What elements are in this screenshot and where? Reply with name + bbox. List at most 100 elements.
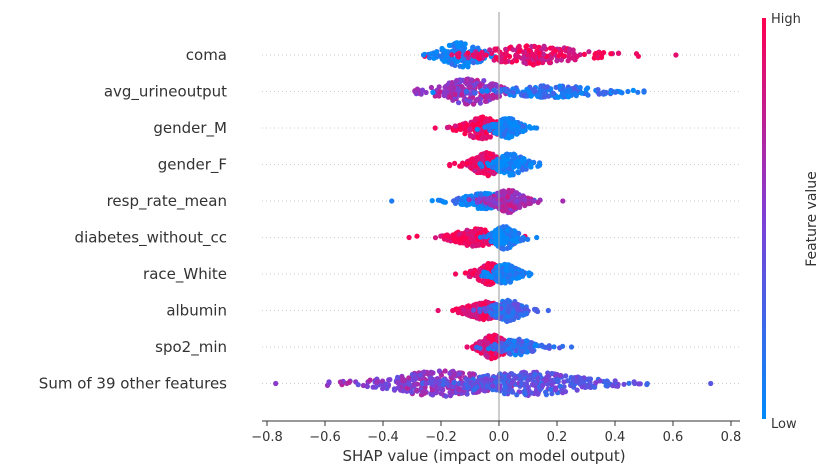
shap-point	[508, 124, 514, 130]
shap-point	[501, 131, 507, 137]
shap-point	[491, 332, 497, 338]
shap-point	[514, 392, 520, 398]
shap-point	[478, 161, 484, 168]
x-tick-label: 0.0	[489, 430, 510, 445]
shap-point	[470, 60, 477, 66]
shap-point	[477, 83, 483, 89]
shap-point	[504, 245, 510, 251]
shap-point	[503, 299, 509, 305]
shap-point	[482, 337, 488, 343]
shap-point	[444, 381, 450, 387]
shap-point	[484, 88, 490, 94]
shap-point	[583, 86, 589, 93]
shap-point	[451, 86, 457, 92]
shap-point	[444, 124, 450, 131]
shap-point	[641, 88, 647, 95]
shap-point	[459, 91, 465, 97]
shap-point	[469, 163, 475, 169]
shap-point	[513, 270, 519, 276]
shap-point	[475, 276, 481, 282]
shap-point	[423, 380, 429, 386]
shap-point	[601, 50, 607, 56]
shap-point	[501, 208, 507, 214]
shap-point	[506, 166, 512, 172]
shap-point	[529, 348, 536, 354]
shap-point	[441, 58, 448, 64]
shap-point	[484, 196, 490, 202]
shap-point	[554, 58, 560, 64]
shap-point	[467, 371, 473, 377]
shap-point	[540, 382, 546, 388]
shap-point	[463, 376, 469, 382]
shap-point	[503, 151, 510, 157]
shap-point	[502, 384, 508, 390]
shap-point	[517, 372, 523, 378]
shap-point	[505, 156, 511, 162]
shap-point	[502, 240, 508, 246]
feature-label: diabetes_without_cc	[75, 229, 227, 248]
shap-point	[410, 382, 416, 388]
shap-point	[470, 44, 476, 50]
shap-point	[516, 203, 522, 209]
shap-point	[537, 161, 543, 168]
shap-point	[511, 155, 518, 161]
shap-point	[475, 45, 481, 51]
shap-point	[498, 245, 504, 251]
shap-point	[412, 88, 418, 95]
shap-point	[482, 98, 489, 104]
colorbar: High Low Feature value	[762, 12, 817, 432]
shap-point	[482, 169, 488, 176]
shap-point	[549, 370, 555, 377]
shap-point	[471, 381, 477, 387]
shap-point	[560, 343, 566, 349]
shap-point	[539, 56, 545, 63]
shap-point	[523, 310, 529, 316]
shap-point	[460, 46, 466, 52]
x-tick-label: −0.8	[251, 430, 283, 445]
shap-point	[456, 50, 462, 57]
shap-point	[586, 384, 592, 390]
shap-point	[493, 312, 499, 318]
shap-point	[499, 126, 505, 132]
shap-point	[522, 342, 528, 348]
shap-point	[508, 317, 514, 323]
shap-point	[477, 230, 483, 236]
shap-point	[487, 82, 493, 88]
shap-point	[440, 377, 447, 383]
shap-point	[474, 126, 480, 132]
shap-point	[529, 51, 535, 57]
shap-point	[473, 98, 479, 104]
shap-point	[485, 261, 491, 267]
shap-point	[471, 387, 477, 393]
shap-point	[490, 383, 496, 389]
shap-point	[429, 370, 435, 376]
shap-point	[483, 352, 489, 358]
shap-point	[514, 127, 520, 133]
shap-point	[523, 338, 530, 344]
shap-point	[484, 93, 490, 99]
shap-point	[476, 56, 483, 62]
shap-point	[534, 234, 540, 241]
shap-point	[326, 379, 332, 385]
shap-point	[437, 386, 443, 392]
shap-point	[550, 90, 556, 96]
shap-point	[536, 60, 542, 66]
x-tick-label: 0.8	[721, 430, 742, 445]
shap-point	[485, 173, 491, 179]
colorbar-low-label: Low	[771, 417, 797, 432]
shap-point	[501, 167, 508, 173]
shap-point	[464, 391, 470, 397]
shap-point	[467, 84, 473, 90]
shap-point	[524, 43, 530, 49]
shap-point	[436, 368, 442, 374]
shap-point	[515, 54, 522, 60]
shap-point	[544, 84, 551, 90]
shap-point	[635, 89, 641, 95]
shap-point	[462, 270, 468, 276]
shap-point	[501, 380, 507, 386]
shap-point	[484, 383, 490, 389]
shap-point	[603, 89, 609, 95]
shap-point	[541, 45, 547, 51]
shap-point	[452, 123, 458, 129]
colorbar-gradient	[762, 18, 766, 419]
